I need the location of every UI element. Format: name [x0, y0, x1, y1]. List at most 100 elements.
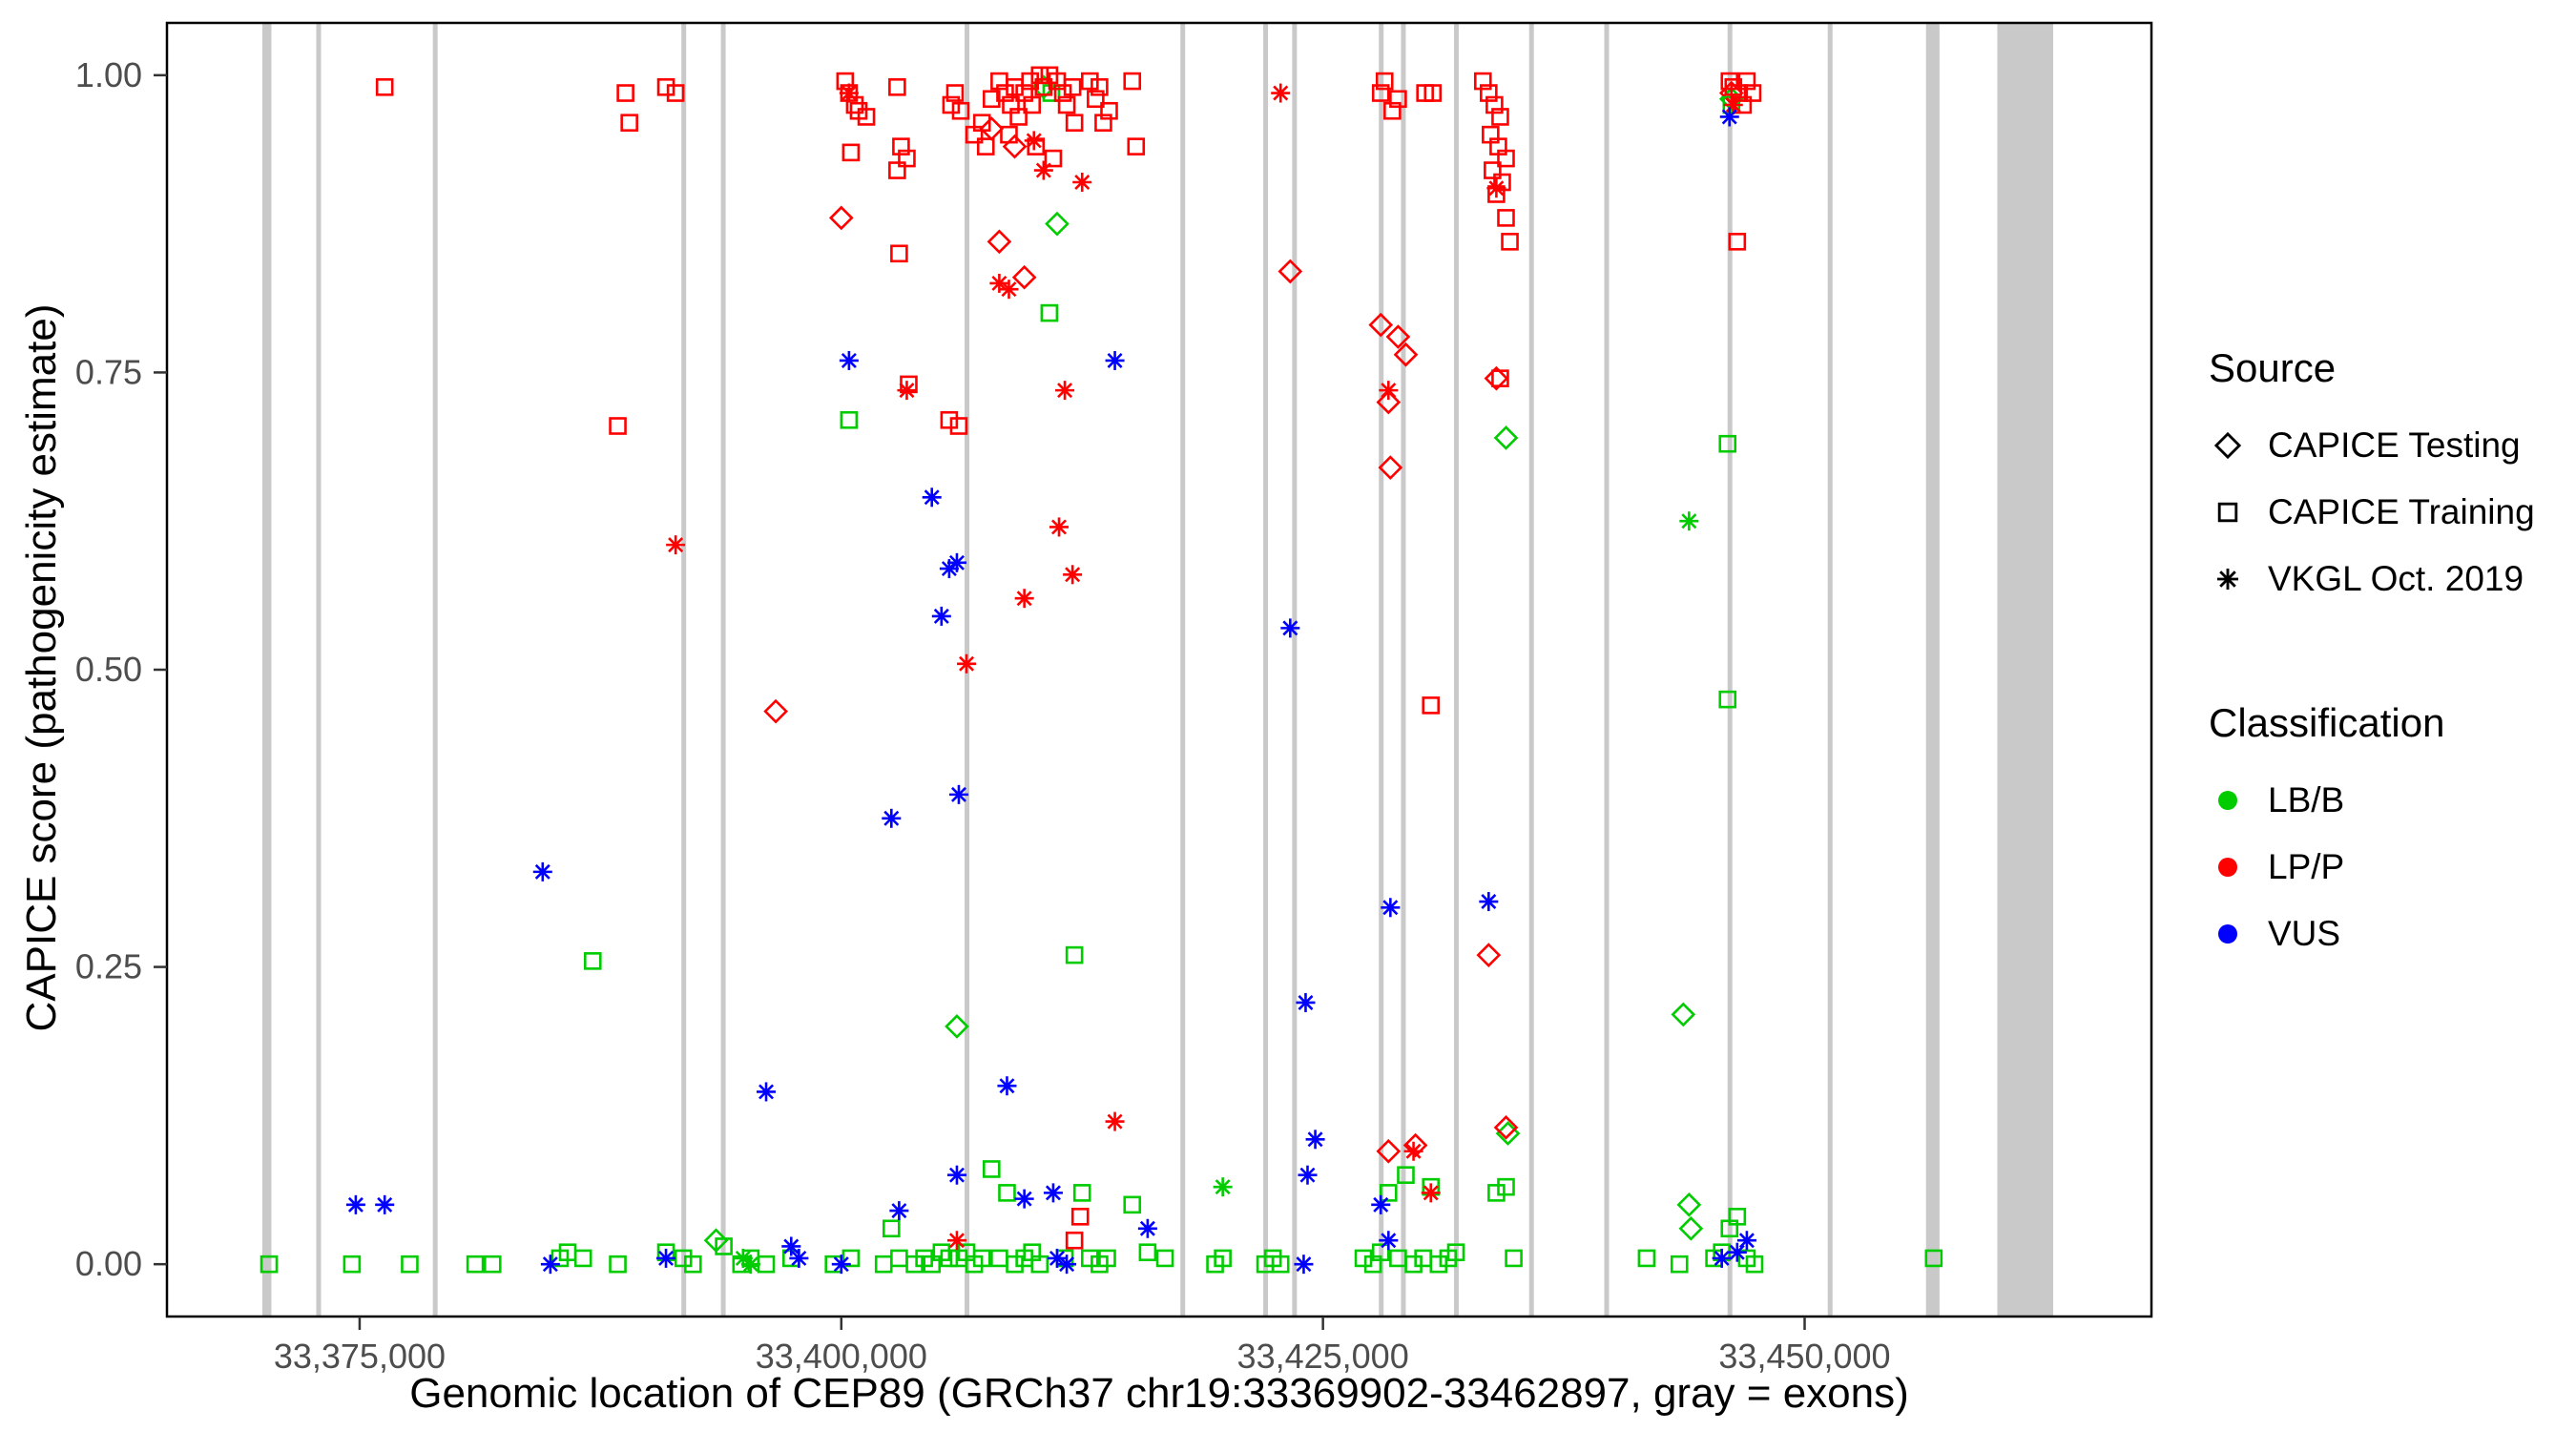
data-point: [1065, 1231, 1084, 1250]
data-point: [1393, 342, 1419, 367]
data-point: [1728, 1208, 1747, 1226]
legend-group-source: Source CAPICE Testing CAPICE Training VK…: [2209, 345, 2535, 612]
data-point: [1100, 101, 1118, 120]
exon-bar: [1827, 23, 1833, 1317]
data-point: [1497, 1177, 1515, 1196]
data-point: [1014, 589, 1034, 609]
data-point: [1006, 1255, 1024, 1274]
green-dot-icon: [2209, 781, 2247, 819]
exon-bar: [1379, 23, 1384, 1317]
data-point: [666, 535, 686, 555]
data-point: [345, 1194, 365, 1214]
data-point: [940, 1249, 959, 1268]
data-point: [839, 83, 859, 103]
data-point: [1213, 1177, 1233, 1197]
data-point: [892, 137, 910, 156]
data-point: [674, 1249, 693, 1268]
data-point: [1421, 1183, 1441, 1203]
data-point: [840, 410, 859, 429]
y-tick-label: 0.75: [75, 352, 142, 391]
data-point: [1376, 389, 1402, 415]
data-point: [828, 205, 854, 231]
data-point: [1414, 1249, 1432, 1268]
data-point: [898, 149, 916, 168]
data-point: [1383, 101, 1402, 120]
data-point: [931, 606, 951, 626]
data-point: [990, 1249, 1008, 1268]
data-point: [1712, 1248, 1732, 1268]
data-point: [1155, 1249, 1174, 1268]
data-point: [1123, 1195, 1142, 1214]
legend-classification-title: Classification: [2209, 700, 2445, 745]
y-tick-label: 0.50: [75, 650, 142, 689]
data-point: [1924, 1249, 1943, 1268]
data-point: [1024, 131, 1044, 151]
data-point: [1493, 425, 1519, 450]
data-point: [343, 1255, 362, 1274]
data-point: [620, 114, 638, 132]
exon-bar: [1528, 23, 1534, 1317]
data-point: [841, 1249, 861, 1268]
data-point: [841, 143, 861, 162]
data-point: [1105, 350, 1125, 370]
exon-bar: [1925, 23, 1940, 1317]
data-point: [260, 1255, 279, 1274]
y-tick-label: 0.00: [75, 1244, 142, 1283]
legend-item-vus: VUS: [2209, 901, 2535, 967]
data-point: [1000, 125, 1018, 144]
data-point: [972, 1249, 991, 1268]
data-point: [1679, 511, 1699, 531]
data-point: [1480, 84, 1498, 102]
data-point: [945, 84, 965, 102]
data-point: [1491, 108, 1509, 126]
data-point: [1053, 84, 1072, 102]
data-point: [983, 1160, 1001, 1178]
data-point: [1030, 1255, 1049, 1274]
legend-item-capice-testing: CAPICE Testing: [2209, 412, 2535, 479]
y-axis-title: CAPICE score (pathogenicity estimate): [18, 303, 65, 1032]
data-point: [540, 1255, 560, 1275]
data-point: [999, 280, 1019, 300]
data-point: [733, 1248, 753, 1268]
data-point: [942, 95, 961, 114]
data-point: [781, 1236, 801, 1256]
legend: Source CAPICE Testing CAPICE Training VK…: [2209, 345, 2535, 1055]
data-point: [1057, 95, 1076, 114]
diamond-icon: [2209, 426, 2247, 465]
data-point: [857, 108, 876, 126]
square-icon: [2209, 493, 2247, 531]
data-point: [998, 1184, 1016, 1202]
data-point: [1072, 1184, 1091, 1202]
data-point: [1720, 72, 1739, 91]
legend-label-vus: VUS: [2268, 914, 2341, 953]
data-point: [1371, 1243, 1390, 1261]
data-point: [656, 1248, 676, 1268]
data-point: [1271, 1255, 1290, 1274]
data-point: [831, 1255, 851, 1275]
data-point: [1057, 1255, 1077, 1275]
data-point: [923, 1255, 942, 1274]
data-point: [979, 116, 1005, 141]
data-point: [1098, 1249, 1116, 1268]
data-point: [1718, 690, 1737, 709]
data-point: [483, 1255, 502, 1274]
data-point: [1637, 1249, 1656, 1268]
data-point: [1055, 381, 1075, 401]
x-tick-label: 33,425,000: [1237, 1337, 1409, 1376]
data-point: [1123, 72, 1142, 91]
exon-bar: [1604, 23, 1610, 1317]
asterisk-icon: [2209, 560, 2247, 598]
exon-bar: [1401, 23, 1406, 1317]
data-point: [1063, 78, 1082, 96]
legend-label-capice-training: CAPICE Training: [2268, 492, 2535, 531]
data-point: [946, 552, 966, 572]
data-point: [583, 952, 602, 970]
x-axis-title: Genomic location of CEP89 (GRCh37 chr19:…: [409, 1370, 1909, 1417]
exon-bar: [1997, 23, 2054, 1317]
legend-color-dot: [2218, 924, 2237, 944]
data-point: [1670, 1255, 1689, 1274]
data-point: [1376, 1138, 1402, 1164]
data-point: [2217, 502, 2238, 523]
x-tick-label: 33,400,000: [756, 1337, 927, 1376]
